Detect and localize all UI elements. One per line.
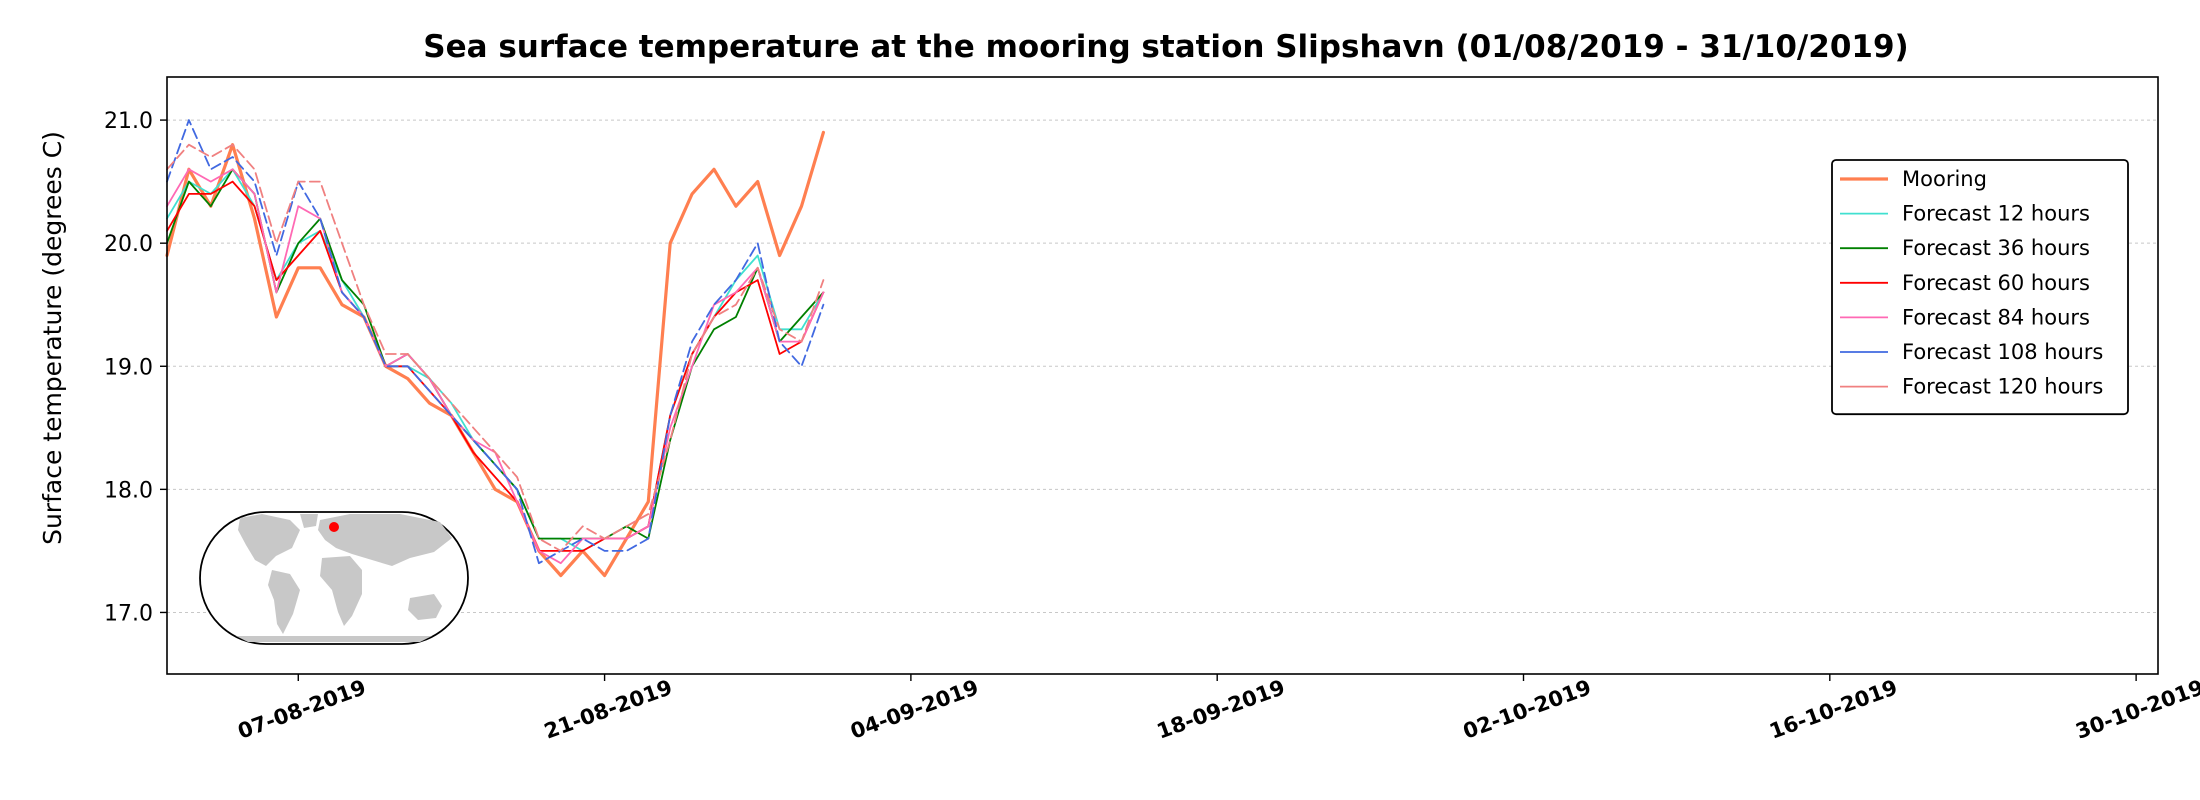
- land-masses: [236, 514, 452, 642]
- x-tick-label-5: 16-10-2019: [1766, 675, 1900, 743]
- legend-label-6: Forecast 120 hours: [1902, 375, 2103, 399]
- legend-label-5: Forecast 108 hours: [1902, 340, 2103, 364]
- legend-label-0: Mooring: [1902, 167, 1987, 191]
- x-tick-label-3: 18-09-2019: [1154, 675, 1288, 743]
- plot-frame: [166, 76, 2159, 675]
- south-america-shape: [268, 570, 300, 634]
- y-tick-label-3: 20.0: [104, 232, 153, 257]
- australia-shape: [408, 594, 442, 620]
- legend-label-3: Forecast 60 hours: [1902, 271, 2090, 295]
- antarctica-shape: [236, 636, 432, 642]
- chart-title: Sea surface temperature at the mooring s…: [423, 29, 1908, 65]
- y-axis: 17.0 18.0 19.0 20.0 21.0: [104, 109, 167, 626]
- greenland-shape: [300, 514, 318, 528]
- gridlines: [167, 119, 2158, 613]
- y-tick-label-0: 17.0: [104, 601, 153, 626]
- x-axis: 07-08-2019 21-08-2019 04-09-2019 18-09-2019…: [235, 674, 2200, 744]
- x-tick-label-2: 04-09-2019: [847, 675, 981, 743]
- series-line-2: [166, 168, 825, 540]
- north-america-shape: [238, 514, 300, 566]
- legend: Mooring Forecast 12 hours Forecast 36 hour…: [1831, 159, 2129, 416]
- station-marker: [329, 522, 339, 532]
- legend-label-4: Forecast 84 hours: [1902, 305, 2090, 329]
- legend-label-2: Forecast 36 hours: [1902, 236, 2090, 260]
- series-line-6: [166, 143, 825, 552]
- africa-shape: [320, 556, 362, 626]
- y-tick-label-4: 21.0: [104, 109, 153, 134]
- legend-frame: [1831, 159, 2129, 416]
- x-tick-label-4: 02-10-2019: [1460, 675, 1594, 743]
- legend-label-1: Forecast 12 hours: [1902, 202, 2090, 226]
- series-line-1: [166, 168, 825, 552]
- x-tick-label-1: 21-08-2019: [541, 675, 675, 743]
- world-map-inset: [199, 511, 469, 645]
- series-layer: [165, 119, 826, 578]
- x-tick-label-6: 30-10-2019: [2073, 675, 2200, 743]
- x-tick-label-0: 07-08-2019: [235, 675, 369, 743]
- series-line-0: [165, 130, 826, 578]
- y-tick-label-1: 18.0: [104, 478, 153, 503]
- series-line-5: [166, 119, 825, 565]
- eurasia-shape: [318, 514, 452, 566]
- y-tick-label-2: 19.0: [104, 355, 153, 380]
- y-axis-label: Surface temperature (degrees C): [38, 131, 67, 545]
